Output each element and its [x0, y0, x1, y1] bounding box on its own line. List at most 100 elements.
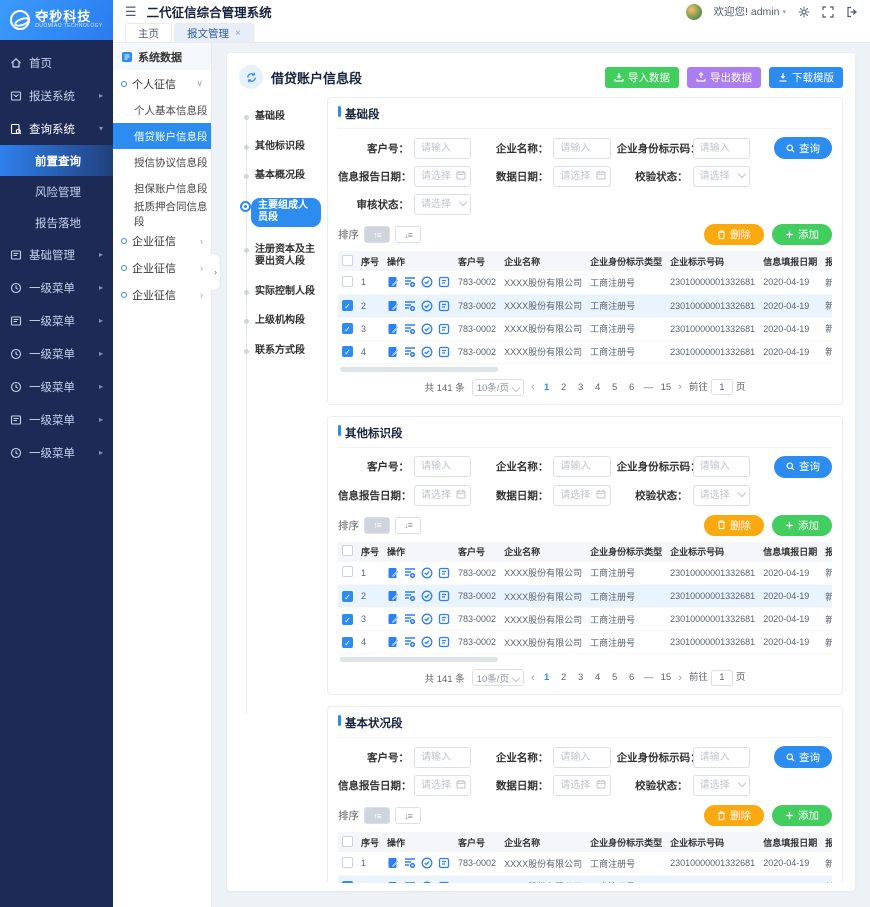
view-record-icon[interactable] — [404, 857, 416, 869]
company-name-input[interactable] — [553, 137, 611, 159]
subsidebar-item-loan-account[interactable]: 借贷账户信息段 — [113, 123, 211, 149]
page-number[interactable]: — — [643, 381, 654, 393]
edit-record-icon[interactable] — [387, 323, 399, 335]
select-all-checkbox[interactable] — [342, 254, 353, 266]
company-name-input[interactable] — [553, 456, 611, 477]
log-record-icon[interactable] — [438, 276, 450, 288]
sidebar-item-base-mgmt[interactable]: 基础管理 ▸ — [0, 238, 113, 271]
export-data-button[interactable]: 导出数据 — [687, 66, 761, 88]
data-date-picker[interactable] — [553, 166, 611, 187]
id-code-input[interactable] — [692, 746, 750, 768]
page-number[interactable]: 6 — [628, 672, 635, 683]
add-button[interactable]: 添加 — [772, 514, 832, 536]
log-record-icon[interactable] — [438, 613, 450, 625]
group-personal-credit[interactable]: 个人征信 ∨ — [113, 70, 211, 97]
anchor-nav-item[interactable]: 联系方式段 — [241, 345, 321, 358]
next-page-button[interactable]: › — [678, 671, 682, 684]
check-status-select[interactable] — [692, 484, 750, 506]
page-size-select[interactable]: 10条/页 — [471, 378, 524, 396]
fullscreen-icon[interactable] — [822, 5, 834, 18]
anchor-nav-item[interactable]: 基本概况段 — [241, 170, 321, 183]
page-number[interactable]: 15 — [660, 381, 672, 393]
verify-record-icon[interactable] — [421, 590, 433, 602]
page-number[interactable]: 1 — [543, 672, 550, 683]
tab-message-mgmt[interactable]: 报文管理 × — [174, 23, 254, 42]
search-button[interactable]: 查询 — [773, 746, 832, 768]
edit-record-icon[interactable] — [387, 613, 399, 625]
hamburger-icon[interactable]: ☰ — [125, 3, 137, 19]
sidebar-item-report-landing[interactable]: 报告落地 — [35, 217, 81, 230]
view-record-icon[interactable] — [404, 613, 416, 625]
row-checkbox[interactable] — [342, 566, 353, 578]
subsidebar-item-pledge-contract[interactable]: 抵质押合同信息段 — [134, 201, 208, 228]
sidebar-item-menu-3[interactable]: 一级菜单 ▸ — [0, 337, 113, 370]
delete-button[interactable]: 删除 — [704, 805, 764, 826]
report-date-picker[interactable] — [414, 484, 472, 506]
row-checkbox[interactable] — [342, 881, 353, 883]
page-number[interactable]: 6 — [628, 381, 635, 393]
sort-asc-button[interactable]: ↑≡ — [364, 226, 390, 243]
log-record-icon[interactable] — [438, 590, 450, 602]
prev-page-button[interactable]: ‹ — [530, 671, 535, 684]
subsidebar-item-personal-base[interactable]: 个人基本信息段 — [134, 104, 208, 117]
group-enterprise-credit-3[interactable]: 企业征信 › — [113, 281, 211, 308]
horizontal-scrollbar[interactable] — [340, 366, 499, 372]
data-date-picker[interactable] — [553, 775, 611, 796]
verify-record-icon[interactable] — [421, 276, 433, 288]
settings-gear-icon[interactable] — [798, 6, 810, 18]
logout-icon[interactable] — [846, 6, 858, 18]
anchor-nav-item[interactable]: 其他标识段 — [241, 141, 321, 154]
horizontal-scrollbar[interactable] — [340, 657, 499, 662]
view-record-icon[interactable] — [404, 323, 416, 335]
delete-button[interactable]: 删除 — [704, 224, 764, 245]
page-number[interactable]: 2 — [560, 381, 567, 393]
delete-button[interactable]: 删除 — [704, 514, 764, 536]
row-checkbox[interactable] — [342, 636, 353, 648]
edit-record-icon[interactable] — [387, 567, 399, 579]
avatar[interactable] — [685, 3, 702, 20]
row-checkbox[interactable] — [342, 346, 353, 357]
sidebar-item-front-query[interactable]: 前置查询 — [0, 145, 113, 176]
sidebar-item-menu-2[interactable]: 一级菜单 ▸ — [0, 304, 113, 337]
page-number[interactable]: 3 — [577, 381, 584, 393]
edit-record-icon[interactable] — [387, 881, 399, 884]
customer-no-input[interactable] — [414, 137, 472, 159]
report-date-picker[interactable] — [414, 775, 472, 796]
anchor-nav-item[interactable]: 实际控制人段 — [241, 286, 321, 299]
add-button[interactable]: 添加 — [772, 224, 832, 245]
report-date-picker[interactable] — [414, 166, 472, 187]
sidebar-item-menu-5[interactable]: 一级菜单 ▸ — [0, 403, 113, 436]
view-record-icon[interactable] — [404, 300, 416, 312]
verify-record-icon[interactable] — [421, 636, 433, 648]
sidebar-item-home[interactable]: 首页 — [0, 46, 113, 79]
verify-record-icon[interactable] — [421, 857, 433, 869]
log-record-icon[interactable] — [438, 323, 450, 335]
company-name-input[interactable] — [553, 746, 611, 768]
anchor-nav-item[interactable]: 基础段 — [241, 111, 321, 124]
row-checkbox[interactable] — [342, 590, 353, 602]
log-record-icon[interactable] — [438, 636, 450, 648]
user-menu[interactable]: 欢迎您! admin ▾ — [713, 6, 786, 18]
id-code-input[interactable] — [692, 456, 750, 477]
view-record-icon[interactable] — [404, 567, 416, 579]
log-record-icon[interactable] — [438, 567, 450, 579]
verify-record-icon[interactable] — [421, 567, 433, 579]
import-data-button[interactable]: 导入数据 — [605, 66, 679, 88]
page-number[interactable]: 3 — [577, 672, 584, 683]
row-checkbox[interactable] — [342, 300, 353, 311]
log-record-icon[interactable] — [438, 881, 450, 884]
view-record-icon[interactable] — [404, 276, 416, 288]
customer-no-input[interactable] — [414, 746, 472, 768]
page-number[interactable]: 2 — [560, 672, 567, 683]
data-date-picker[interactable] — [553, 484, 611, 506]
prev-page-button[interactable]: ‹ — [530, 381, 535, 393]
goto-page-input[interactable] — [710, 379, 733, 396]
edit-record-icon[interactable] — [387, 857, 399, 869]
sidebar-item-menu-6[interactable]: 一级菜单 ▸ — [0, 436, 113, 469]
log-record-icon[interactable] — [438, 346, 450, 358]
edit-record-icon[interactable] — [387, 346, 399, 358]
sidebar-item-risk-mgmt[interactable]: 风险管理 — [35, 186, 81, 199]
edit-record-icon[interactable] — [387, 300, 399, 312]
sort-desc-button[interactable]: ↓≡ — [395, 516, 421, 534]
verify-record-icon[interactable] — [421, 613, 433, 625]
